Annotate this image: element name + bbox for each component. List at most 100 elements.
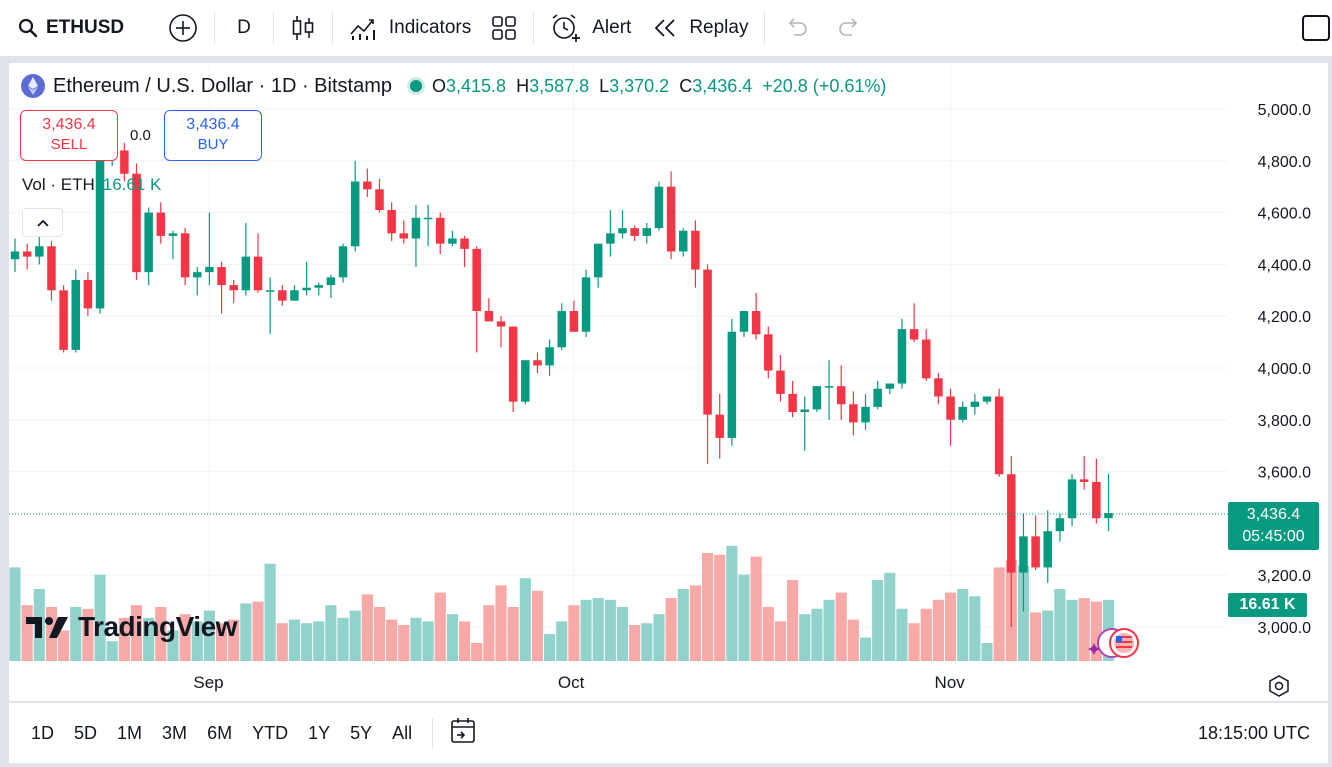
candle-body bbox=[1007, 474, 1016, 573]
candle-body bbox=[59, 290, 68, 350]
volume-bar bbox=[1017, 565, 1030, 661]
alarm-clock-icon bbox=[552, 14, 581, 42]
time-axis[interactable]: Sep Oct Nov bbox=[9, 673, 1219, 695]
replay-button[interactable]: Replay bbox=[641, 8, 758, 48]
volume-bar bbox=[58, 630, 70, 661]
candle-body bbox=[824, 386, 834, 388]
alert-button[interactable]: Alert bbox=[540, 8, 641, 48]
candle-body bbox=[350, 181, 360, 247]
candle-body bbox=[290, 290, 299, 301]
layouts-button[interactable] bbox=[481, 8, 527, 48]
candle-body bbox=[95, 155, 105, 309]
utc-clock[interactable]: 18:15:00 UTC bbox=[1197, 722, 1310, 743]
undo-icon bbox=[789, 18, 808, 36]
range-1y[interactable]: 1Y bbox=[308, 722, 331, 743]
volume-bar bbox=[313, 621, 325, 661]
candle-body bbox=[387, 210, 396, 234]
volume-bar bbox=[641, 623, 653, 661]
volume-bar bbox=[70, 607, 82, 661]
candle-body bbox=[533, 360, 542, 366]
volume-bar bbox=[811, 608, 823, 661]
range-5d[interactable]: 5D bbox=[74, 722, 98, 743]
collapse-legend-button[interactable] bbox=[22, 208, 63, 237]
candle-body bbox=[363, 181, 372, 190]
volume-bar bbox=[908, 623, 920, 661]
volume-bar bbox=[471, 643, 483, 661]
ohlc-close: C3,436.4 bbox=[679, 75, 753, 96]
indicators-button[interactable]: Indicators bbox=[339, 8, 481, 48]
goto-date-button[interactable] bbox=[443, 712, 485, 755]
candle-body bbox=[909, 329, 919, 340]
sell-label: SELL bbox=[50, 136, 88, 153]
range-ytd[interactable]: YTD bbox=[252, 722, 289, 743]
auto-scale-settings-button[interactable] bbox=[1267, 674, 1291, 701]
volume-bar bbox=[1090, 601, 1102, 661]
candle-body bbox=[71, 279, 80, 350]
y-tick-label: 3,200.0 bbox=[1258, 568, 1311, 585]
candle-body bbox=[496, 321, 506, 327]
toolbar-divider bbox=[764, 12, 766, 44]
redo-button[interactable] bbox=[823, 8, 875, 48]
candle-body bbox=[1067, 479, 1077, 519]
sell-button[interactable]: 3,436.4 SELL bbox=[20, 110, 118, 161]
settings-hexagon-icon bbox=[1269, 675, 1289, 697]
volume-bar bbox=[276, 623, 288, 661]
x-tick-label: Sep bbox=[193, 673, 224, 692]
buy-button[interactable]: 3,436.4 BUY bbox=[164, 110, 262, 161]
candle-body bbox=[156, 212, 166, 236]
range-3m[interactable]: 3M bbox=[162, 722, 188, 743]
price-chart[interactable]: 5,000.0 4,800.0 4,600.0 4,400.0 4,200.0 4,000… bbox=[9, 63, 1328, 701]
y-tick-label: 3,800.0 bbox=[1258, 413, 1311, 430]
volume-bar bbox=[118, 617, 130, 661]
candle-body bbox=[1031, 536, 1040, 568]
chart-title: Ethereum / U.S. Dollar · 1D · Bitstamp bbox=[53, 74, 392, 97]
chart-type-button[interactable] bbox=[280, 8, 326, 48]
calendar-goto-icon bbox=[451, 717, 475, 743]
candle-body bbox=[922, 339, 931, 379]
volume-bar bbox=[1054, 589, 1066, 661]
range-5y[interactable]: 5Y bbox=[350, 722, 373, 743]
undo-button[interactable] bbox=[771, 8, 823, 48]
candle-body bbox=[934, 378, 943, 397]
candle-body bbox=[812, 386, 822, 410]
candle-body bbox=[545, 347, 554, 366]
chart-panel[interactable]: 5,000.0 4,800.0 4,600.0 4,400.0 4,200.0 4,000… bbox=[9, 63, 1328, 701]
range-all[interactable]: All bbox=[392, 722, 413, 743]
volume-bar bbox=[568, 605, 580, 661]
ohlc-high: H3,587.8 bbox=[516, 75, 590, 96]
last-price-value: 3,436.4 bbox=[1246, 506, 1301, 523]
tradingview-logo[interactable]: TradingView bbox=[24, 611, 237, 643]
interval-button[interactable]: D bbox=[221, 8, 267, 48]
candle-body bbox=[472, 248, 481, 312]
volume-bar bbox=[616, 607, 629, 661]
sell-price: 3,436.4 bbox=[42, 116, 96, 133]
symbol-search[interactable]: ETHUSD bbox=[0, 8, 134, 48]
ethereum-logo-icon bbox=[21, 74, 45, 98]
y-tick-label: 4,400.0 bbox=[1258, 257, 1311, 274]
chart-legend: Ethereum / U.S. Dollar · 1D · Bitstamp O… bbox=[21, 73, 886, 99]
volume-bar bbox=[519, 578, 531, 661]
range-6m[interactable]: 6M bbox=[207, 722, 233, 743]
candle-body bbox=[484, 311, 494, 322]
range-1d[interactable]: 1D bbox=[31, 722, 55, 743]
range-1m[interactable]: 1M bbox=[117, 722, 143, 743]
candle-body bbox=[436, 217, 445, 244]
market-status-dot[interactable] bbox=[409, 80, 422, 92]
price-change: +20.8 (+0.61%) bbox=[762, 75, 887, 96]
volume-bar bbox=[1042, 610, 1054, 661]
candle-body bbox=[776, 370, 785, 394]
volume-bar bbox=[422, 621, 434, 661]
events-icon-group[interactable] bbox=[1084, 625, 1144, 666]
volume-bar bbox=[787, 580, 799, 661]
toolbar-divider bbox=[331, 12, 333, 44]
x-tick-label: Nov bbox=[934, 673, 965, 692]
bar-countdown: 05:45:00 bbox=[1242, 528, 1305, 545]
fullscreen-button[interactable] bbox=[1302, 15, 1330, 41]
candle-body bbox=[800, 409, 809, 413]
volume-bar bbox=[981, 643, 993, 661]
compare-symbol-button[interactable] bbox=[158, 8, 208, 48]
candle-body bbox=[1104, 513, 1113, 519]
logo-text: TradingView bbox=[78, 611, 237, 642]
candle-body bbox=[22, 251, 32, 257]
volume-bar bbox=[386, 619, 398, 661]
